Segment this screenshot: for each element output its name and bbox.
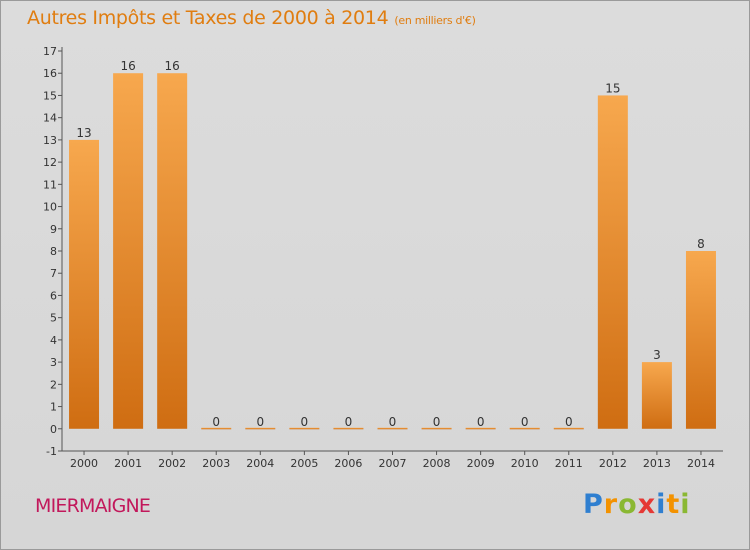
- data-label-2011: 0: [565, 415, 573, 429]
- bar-2008: [421, 427, 452, 430]
- x-tick-label: 2012: [599, 457, 627, 470]
- bar-2001: [113, 73, 144, 429]
- data-labels-group: 13 16 16 0 0 0 0 0 0 0 0 0 15 3 8: [76, 59, 704, 429]
- data-label-2004: 0: [256, 415, 264, 429]
- x-tick-label: 2005: [290, 457, 318, 470]
- y-tick-label: 5: [50, 312, 57, 325]
- y-tick-label: 2: [50, 378, 57, 391]
- data-label-2013: 3: [653, 348, 661, 362]
- x-tick-label: 2004: [246, 457, 274, 470]
- y-tick-label: 12: [43, 156, 57, 169]
- chart-title-text: Autres Impôts et Taxes de 2000 à 2014: [27, 7, 389, 29]
- data-label-2007: 0: [389, 415, 397, 429]
- bar-2006: [333, 427, 364, 430]
- x-tick-label: 2003: [202, 457, 230, 470]
- x-tick-label: 2007: [379, 457, 407, 470]
- y-tick-label: 3: [50, 356, 57, 369]
- data-label-2005: 0: [301, 415, 309, 429]
- data-label-2003: 0: [212, 415, 220, 429]
- x-tick-label: 2006: [334, 457, 362, 470]
- y-tick-label: 1: [50, 401, 57, 414]
- bar-2002: [157, 73, 188, 429]
- bars-group: [69, 73, 716, 430]
- x-tick-label: 2002: [158, 457, 186, 470]
- y-tick-label: 0: [50, 423, 57, 436]
- x-tick-label: 2014: [687, 457, 715, 470]
- bar-2003: [201, 427, 232, 430]
- chart-subtitle: (en milliers d'€): [394, 14, 476, 27]
- y-tick-label: 10: [43, 201, 57, 214]
- logo-letter: P: [583, 489, 604, 520]
- data-label-2012: 15: [605, 81, 620, 95]
- data-label-2002: 16: [165, 59, 180, 73]
- axes: [58, 47, 723, 455]
- logo-letter: o: [618, 489, 638, 520]
- bar-2013: [641, 362, 672, 429]
- commune-name: MIERMAIGNE: [35, 495, 151, 517]
- data-label-2014: 8: [697, 237, 705, 251]
- y-tick-label: 8: [50, 245, 57, 258]
- y-tick-label: 15: [43, 89, 57, 102]
- logo-letter: i: [680, 489, 691, 520]
- proxiti-logo: Proxiti: [583, 489, 691, 520]
- y-tick-label: 4: [50, 334, 57, 347]
- bar-2014: [685, 251, 716, 429]
- bar-2005: [289, 427, 320, 430]
- y-tick-label: 13: [43, 134, 57, 147]
- data-label-2008: 0: [433, 415, 441, 429]
- bar-2007: [377, 427, 408, 430]
- y-tick-label: 7: [50, 267, 57, 280]
- x-tick-label: 2009: [467, 457, 495, 470]
- bar-2009: [465, 427, 496, 430]
- logo-letter: t: [666, 489, 681, 520]
- data-label-2010: 0: [521, 415, 529, 429]
- x-tick-label: 2013: [643, 457, 671, 470]
- logo-letter: x: [637, 489, 657, 520]
- bar-2012: [597, 95, 628, 429]
- x-tick-label: 2011: [555, 457, 583, 470]
- x-tick-label: 2010: [511, 457, 539, 470]
- logo-letter: i: [656, 489, 667, 520]
- data-label-2000: 13: [76, 126, 91, 140]
- data-label-2009: 0: [477, 415, 485, 429]
- bar-2011: [553, 427, 584, 430]
- y-tick-label: 11: [43, 178, 57, 191]
- y-tick-label: 16: [43, 67, 57, 80]
- y-tick-label: 9: [50, 223, 57, 236]
- y-tick-label: 14: [43, 112, 57, 125]
- x-tick-label: 2000: [70, 457, 98, 470]
- data-label-2006: 0: [345, 415, 353, 429]
- data-label-2001: 16: [120, 59, 135, 73]
- x-tick-label: 2008: [423, 457, 451, 470]
- y-tick-label: 17: [43, 45, 57, 58]
- x-tick-label: 2001: [114, 457, 142, 470]
- bar-2000: [69, 139, 100, 429]
- y-tick-label: -1: [46, 445, 57, 458]
- chart-title: Autres Impôts et Taxes de 2000 à 2014 (en…: [27, 7, 476, 29]
- bar-2004: [245, 427, 276, 430]
- bar-2010: [509, 427, 540, 430]
- logo-letter: r: [603, 489, 619, 520]
- y-tick-label: 6: [50, 289, 57, 302]
